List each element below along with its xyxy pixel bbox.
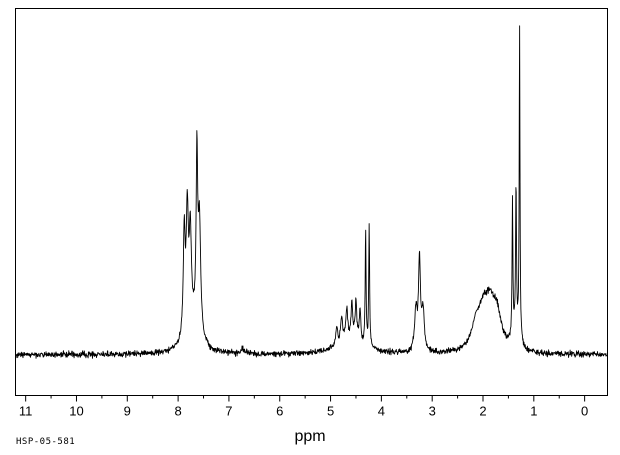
x-axis-tick-label: 7 bbox=[225, 404, 232, 419]
x-axis-tick-label: 6 bbox=[276, 404, 283, 419]
plot-border bbox=[15, 8, 608, 396]
x-axis-tick-label: 11 bbox=[19, 404, 33, 419]
x-axis-label: ppm bbox=[294, 428, 326, 445]
x-axis-tick-label: 3 bbox=[429, 404, 436, 419]
x-axis-tick-label: 9 bbox=[124, 404, 131, 419]
x-axis-tick-label: 8 bbox=[174, 404, 181, 419]
sample-id-label: HSP-05-581 bbox=[16, 437, 76, 447]
x-axis-tick-label: 1 bbox=[530, 404, 537, 419]
x-axis-tick-label: 10 bbox=[69, 404, 83, 419]
x-axis-tick-label: 4 bbox=[378, 404, 385, 419]
x-axis-tick-label: 5 bbox=[327, 404, 334, 419]
x-axis-tick-label: 2 bbox=[479, 404, 486, 419]
x-axis-tick-label: 0 bbox=[581, 404, 588, 419]
nmr-trace bbox=[15, 25, 608, 359]
